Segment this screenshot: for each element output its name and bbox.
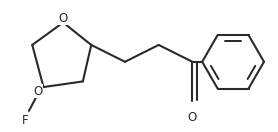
Text: O: O (59, 12, 68, 25)
Text: O: O (33, 85, 43, 98)
Text: O: O (188, 111, 197, 124)
Text: F: F (22, 114, 29, 127)
